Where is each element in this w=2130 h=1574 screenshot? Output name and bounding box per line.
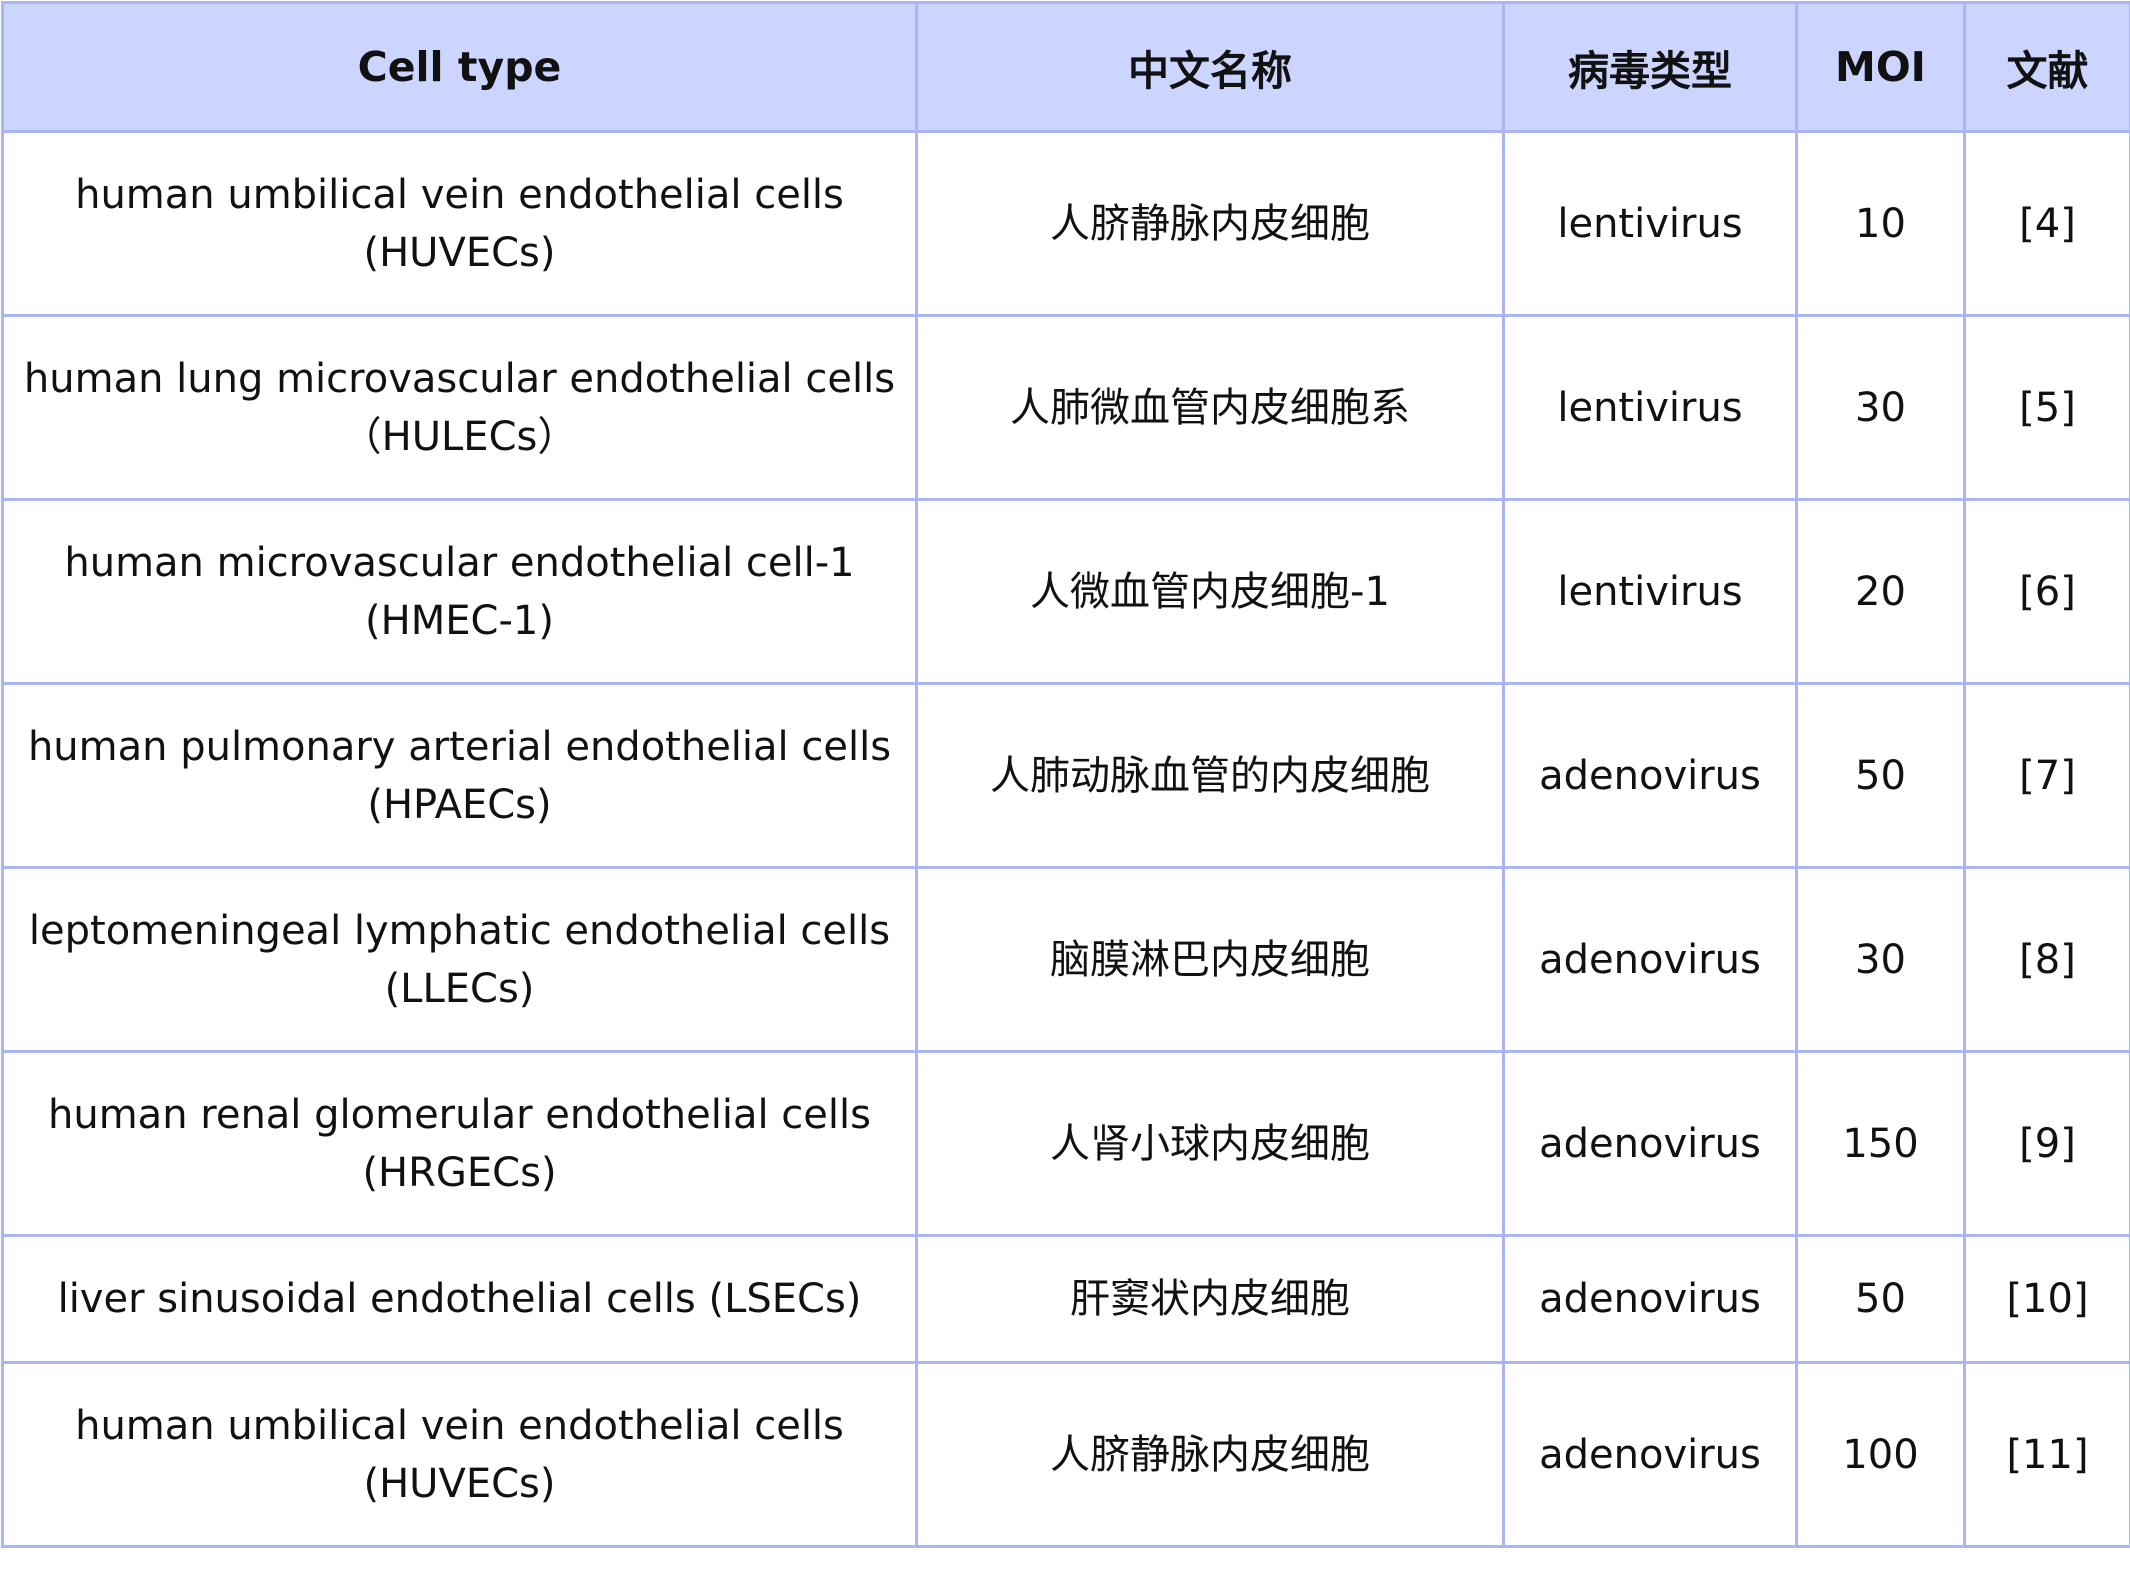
cell-moi: 100 (1797, 1363, 1965, 1547)
cell-moi: 150 (1797, 1052, 1965, 1236)
cell-reference: [10] (1965, 1236, 2130, 1363)
header-virus-type: 病毒类型 (1504, 3, 1797, 132)
header-reference: 文献 (1965, 3, 2130, 132)
cell-reference: [7] (1965, 684, 2130, 868)
table-row: human microvascular endothelial cell-1 (… (3, 500, 2130, 684)
cell-chinese-name: 人肺动脉血管的内皮细胞 (917, 684, 1504, 868)
cell-moi: 50 (1797, 1236, 1965, 1363)
cell-reference: [8] (1965, 868, 2130, 1052)
cell-moi: 30 (1797, 316, 1965, 500)
cell-moi: 50 (1797, 684, 1965, 868)
header-moi: MOI (1797, 3, 1965, 132)
table-row: liver sinusoidal endothelial cells (LSEC… (3, 1236, 2130, 1363)
cell-virus-type: adenovirus (1504, 868, 1797, 1052)
header-row: Cell type 中文名称 病毒类型 MOI 文献 (3, 3, 2130, 132)
cell-cell-type: human pulmonary arterial endothelial cel… (3, 684, 917, 868)
cell-reference: [11] (1965, 1363, 2130, 1547)
cell-cell-type: human umbilical vein endothelial cells (… (3, 132, 917, 316)
cell-chinese-name: 人肾小球内皮细胞 (917, 1052, 1504, 1236)
cell-moi: 10 (1797, 132, 1965, 316)
cell-chinese-name: 人微血管内皮细胞-1 (917, 500, 1504, 684)
cell-cell-type: liver sinusoidal endothelial cells (LSEC… (3, 1236, 917, 1363)
cell-cell-type: human lung microvascular endothelial cel… (3, 316, 917, 500)
cell-cell-type: human renal glomerular endothelial cells… (3, 1052, 917, 1236)
cell-cell-type: human umbilical vein endothelial cells (… (3, 1363, 917, 1547)
header-cell-type: Cell type (3, 3, 917, 132)
table-row: human renal glomerular endothelial cells… (3, 1052, 2130, 1236)
cell-chinese-name: 人脐静脉内皮细胞 (917, 1363, 1504, 1547)
header-chinese-name: 中文名称 (917, 3, 1504, 132)
cell-chinese-name: 脑膜淋巴内皮细胞 (917, 868, 1504, 1052)
cell-chinese-name: 肝窦状内皮细胞 (917, 1236, 1504, 1363)
cell-moi: 30 (1797, 868, 1965, 1052)
cell-virus-type: adenovirus (1504, 1052, 1797, 1236)
cell-chinese-name: 人肺微血管内皮细胞系 (917, 316, 1504, 500)
cell-chinese-name: 人脐静脉内皮细胞 (917, 132, 1504, 316)
table-row: human pulmonary arterial endothelial cel… (3, 684, 2130, 868)
table-row: human umbilical vein endothelial cells (… (3, 132, 2130, 316)
cell-reference: [4] (1965, 132, 2130, 316)
table-row: human lung microvascular endothelial cel… (3, 316, 2130, 500)
cell-reference: [5] (1965, 316, 2130, 500)
cell-virus-type: adenovirus (1504, 1236, 1797, 1363)
cell-reference: [9] (1965, 1052, 2130, 1236)
cell-virus-type: lentivirus (1504, 500, 1797, 684)
cell-cell-type: human microvascular endothelial cell-1 (… (3, 500, 917, 684)
cell-cell-type: leptomeningeal lymphatic endothelial cel… (3, 868, 917, 1052)
cell-virus-type: lentivirus (1504, 316, 1797, 500)
table-row: leptomeningeal lymphatic endothelial cel… (3, 868, 2130, 1052)
cell-virus-type: adenovirus (1504, 1363, 1797, 1547)
table-row: human umbilical vein endothelial cells (… (3, 1363, 2130, 1547)
cell-moi: 20 (1797, 500, 1965, 684)
cell-virus-type: lentivirus (1504, 132, 1797, 316)
cell-virus-type: adenovirus (1504, 684, 1797, 868)
cell-reference: [6] (1965, 500, 2130, 684)
